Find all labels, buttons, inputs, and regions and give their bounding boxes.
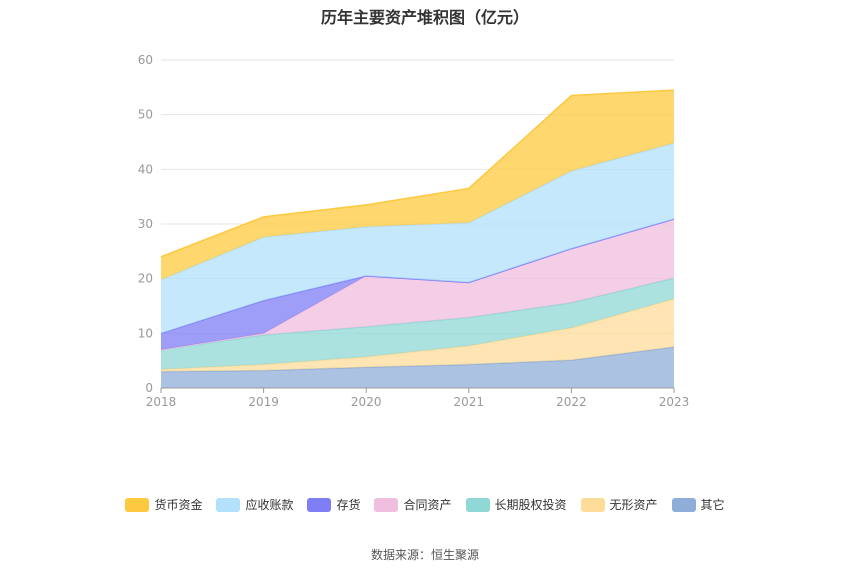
data-source-note: 数据来源：恒生聚源 [370, 548, 479, 562]
legend-label: 无形资产 [609, 498, 658, 512]
legend-label: 合同资产 [403, 498, 452, 512]
y-tick-label: 30 [138, 217, 153, 231]
area-存货 [161, 219, 674, 350]
legend-label: 应收账款 [245, 498, 294, 512]
legend-swatch [465, 497, 490, 512]
y-tick-label: 60 [138, 53, 153, 67]
area-其它 [161, 347, 674, 388]
x-tick-label: 2021 [454, 395, 485, 409]
legend-item[interactable]: 其它 [671, 496, 725, 513]
legend-item[interactable]: 存货 [307, 496, 360, 513]
x-tick-label: 2018 [146, 395, 177, 409]
x-tick-label: 2023 [659, 395, 690, 409]
legend-swatch [307, 497, 332, 512]
area-应收账款 [161, 143, 674, 334]
legend-swatch [125, 497, 150, 512]
legend-label: 货币资金 [154, 498, 203, 512]
y-tick-label: 20 [138, 272, 153, 286]
stacked-area-chart: 0 10 20 30 40 50 60 2018 2019 2020 2021 2022 2023 [138, 53, 690, 409]
x-tick-label: 2020 [351, 395, 382, 409]
legend-label: 其它 [700, 498, 725, 512]
legend-swatch [374, 497, 399, 512]
legend-swatch [216, 497, 241, 512]
y-tick-label: 40 [138, 162, 153, 176]
legend-label: 长期股权投资 [494, 498, 567, 512]
legend-label: 存货 [336, 498, 361, 512]
area-无形资产 [161, 298, 674, 372]
legend-swatch [580, 497, 605, 512]
area-货币资金 [161, 90, 674, 280]
legend-item[interactable]: 货币资金 [125, 496, 202, 513]
chart-legend: 货币资金 应收账款 存货 合同资产 长期股权投资 无形资产 其它 [0, 496, 850, 513]
legend-item[interactable]: 合同资产 [374, 496, 452, 513]
y-tick-label: 50 [138, 108, 153, 122]
legend-swatch [671, 497, 696, 512]
x-tick-label: 2019 [248, 395, 279, 409]
area-长期股权投资 [161, 278, 674, 370]
y-tick-label: 0 [145, 381, 153, 395]
area-合同资产 [161, 219, 674, 350]
x-tick-label: 2022 [556, 395, 587, 409]
y-tick-label: 10 [138, 326, 153, 340]
legend-item[interactable]: 应收账款 [216, 496, 293, 513]
chart-title: 历年主要资产堆积图（亿元） [320, 8, 529, 27]
legend-item[interactable]: 无形资产 [580, 496, 658, 513]
series-line-货币资金 [160, 89, 675, 258]
legend-item[interactable]: 长期股权投资 [465, 496, 567, 513]
